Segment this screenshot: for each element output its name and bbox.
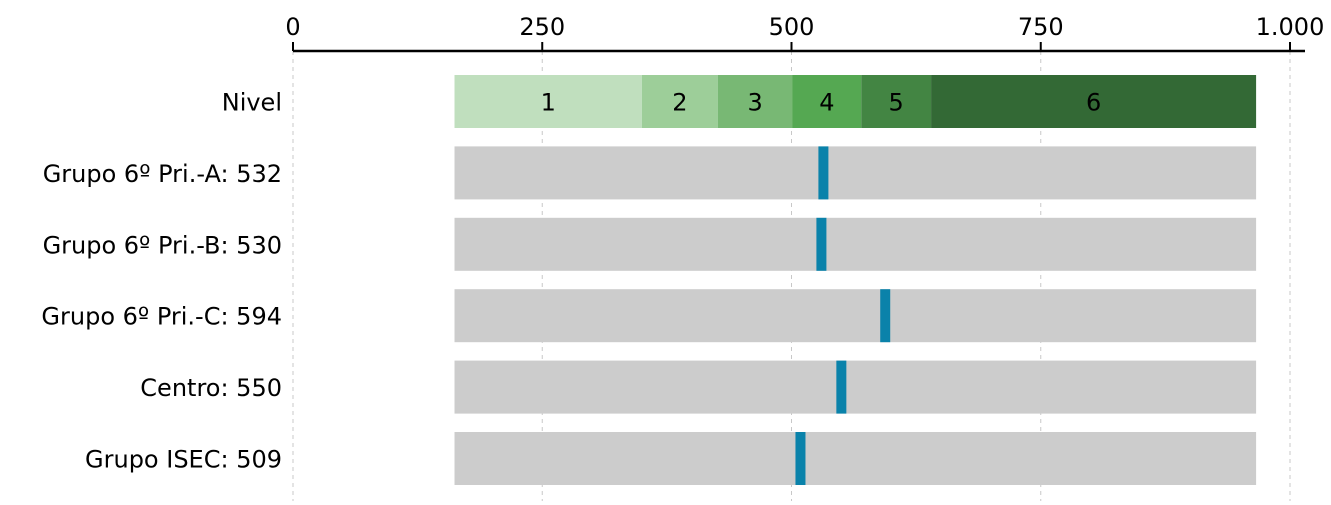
level-band-label-2: 2 [672, 89, 687, 117]
level-band-4 [792, 75, 862, 128]
row-label-0: Grupo 6º Pri.-A: 532 [43, 160, 282, 188]
level-band-label-1: 1 [541, 89, 556, 117]
level-band-label-4: 4 [819, 89, 834, 117]
x-tick-label-0: 0 [285, 13, 300, 41]
row-marker-4 [795, 432, 806, 485]
x-tick-label-3: 750 [1018, 13, 1064, 41]
level-band-2 [641, 75, 718, 128]
x-tick-label-2: 500 [769, 13, 815, 41]
level-band-label-3: 3 [747, 89, 762, 117]
level-band-label-5: 5 [889, 89, 904, 117]
row-label-3: Centro: 550 [140, 374, 282, 402]
row-marker-3 [836, 360, 847, 414]
row-marker-0 [818, 146, 829, 200]
row-label-4: Grupo ISEC: 509 [85, 446, 282, 474]
x-axis: 0 250 500 750 1.000 [285, 13, 1325, 53]
row-marker-2 [880, 289, 891, 343]
level-band-3 [717, 75, 793, 128]
row-marker-1 [816, 217, 827, 271]
row-label-nivel: Nivel [222, 89, 282, 117]
level-band-label-6: 6 [1086, 89, 1101, 117]
level-band-5 [861, 75, 932, 128]
row-label-2: Grupo 6º Pri.-C: 594 [41, 303, 282, 331]
row-track-1 [454, 217, 1257, 271]
row-track-4 [454, 432, 1257, 485]
level-bands: 1 2 3 4 5 6 [454, 75, 1257, 128]
row-label-1: Grupo 6º Pri.-B: 530 [43, 231, 282, 259]
row-labels: Nivel Grupo 6º Pri.-A: 532 Grupo 6º Pri.-B… [41, 89, 282, 474]
level-band-1 [454, 75, 642, 128]
level-band-6 [931, 75, 1257, 128]
row-track-0 [454, 146, 1257, 200]
group-rows [454, 146, 1257, 485]
x-tick-label-1: 250 [519, 13, 565, 41]
x-tick-label-4: 1.000 [1256, 13, 1325, 41]
row-track-3 [454, 360, 1257, 414]
row-track-2 [454, 289, 1257, 343]
